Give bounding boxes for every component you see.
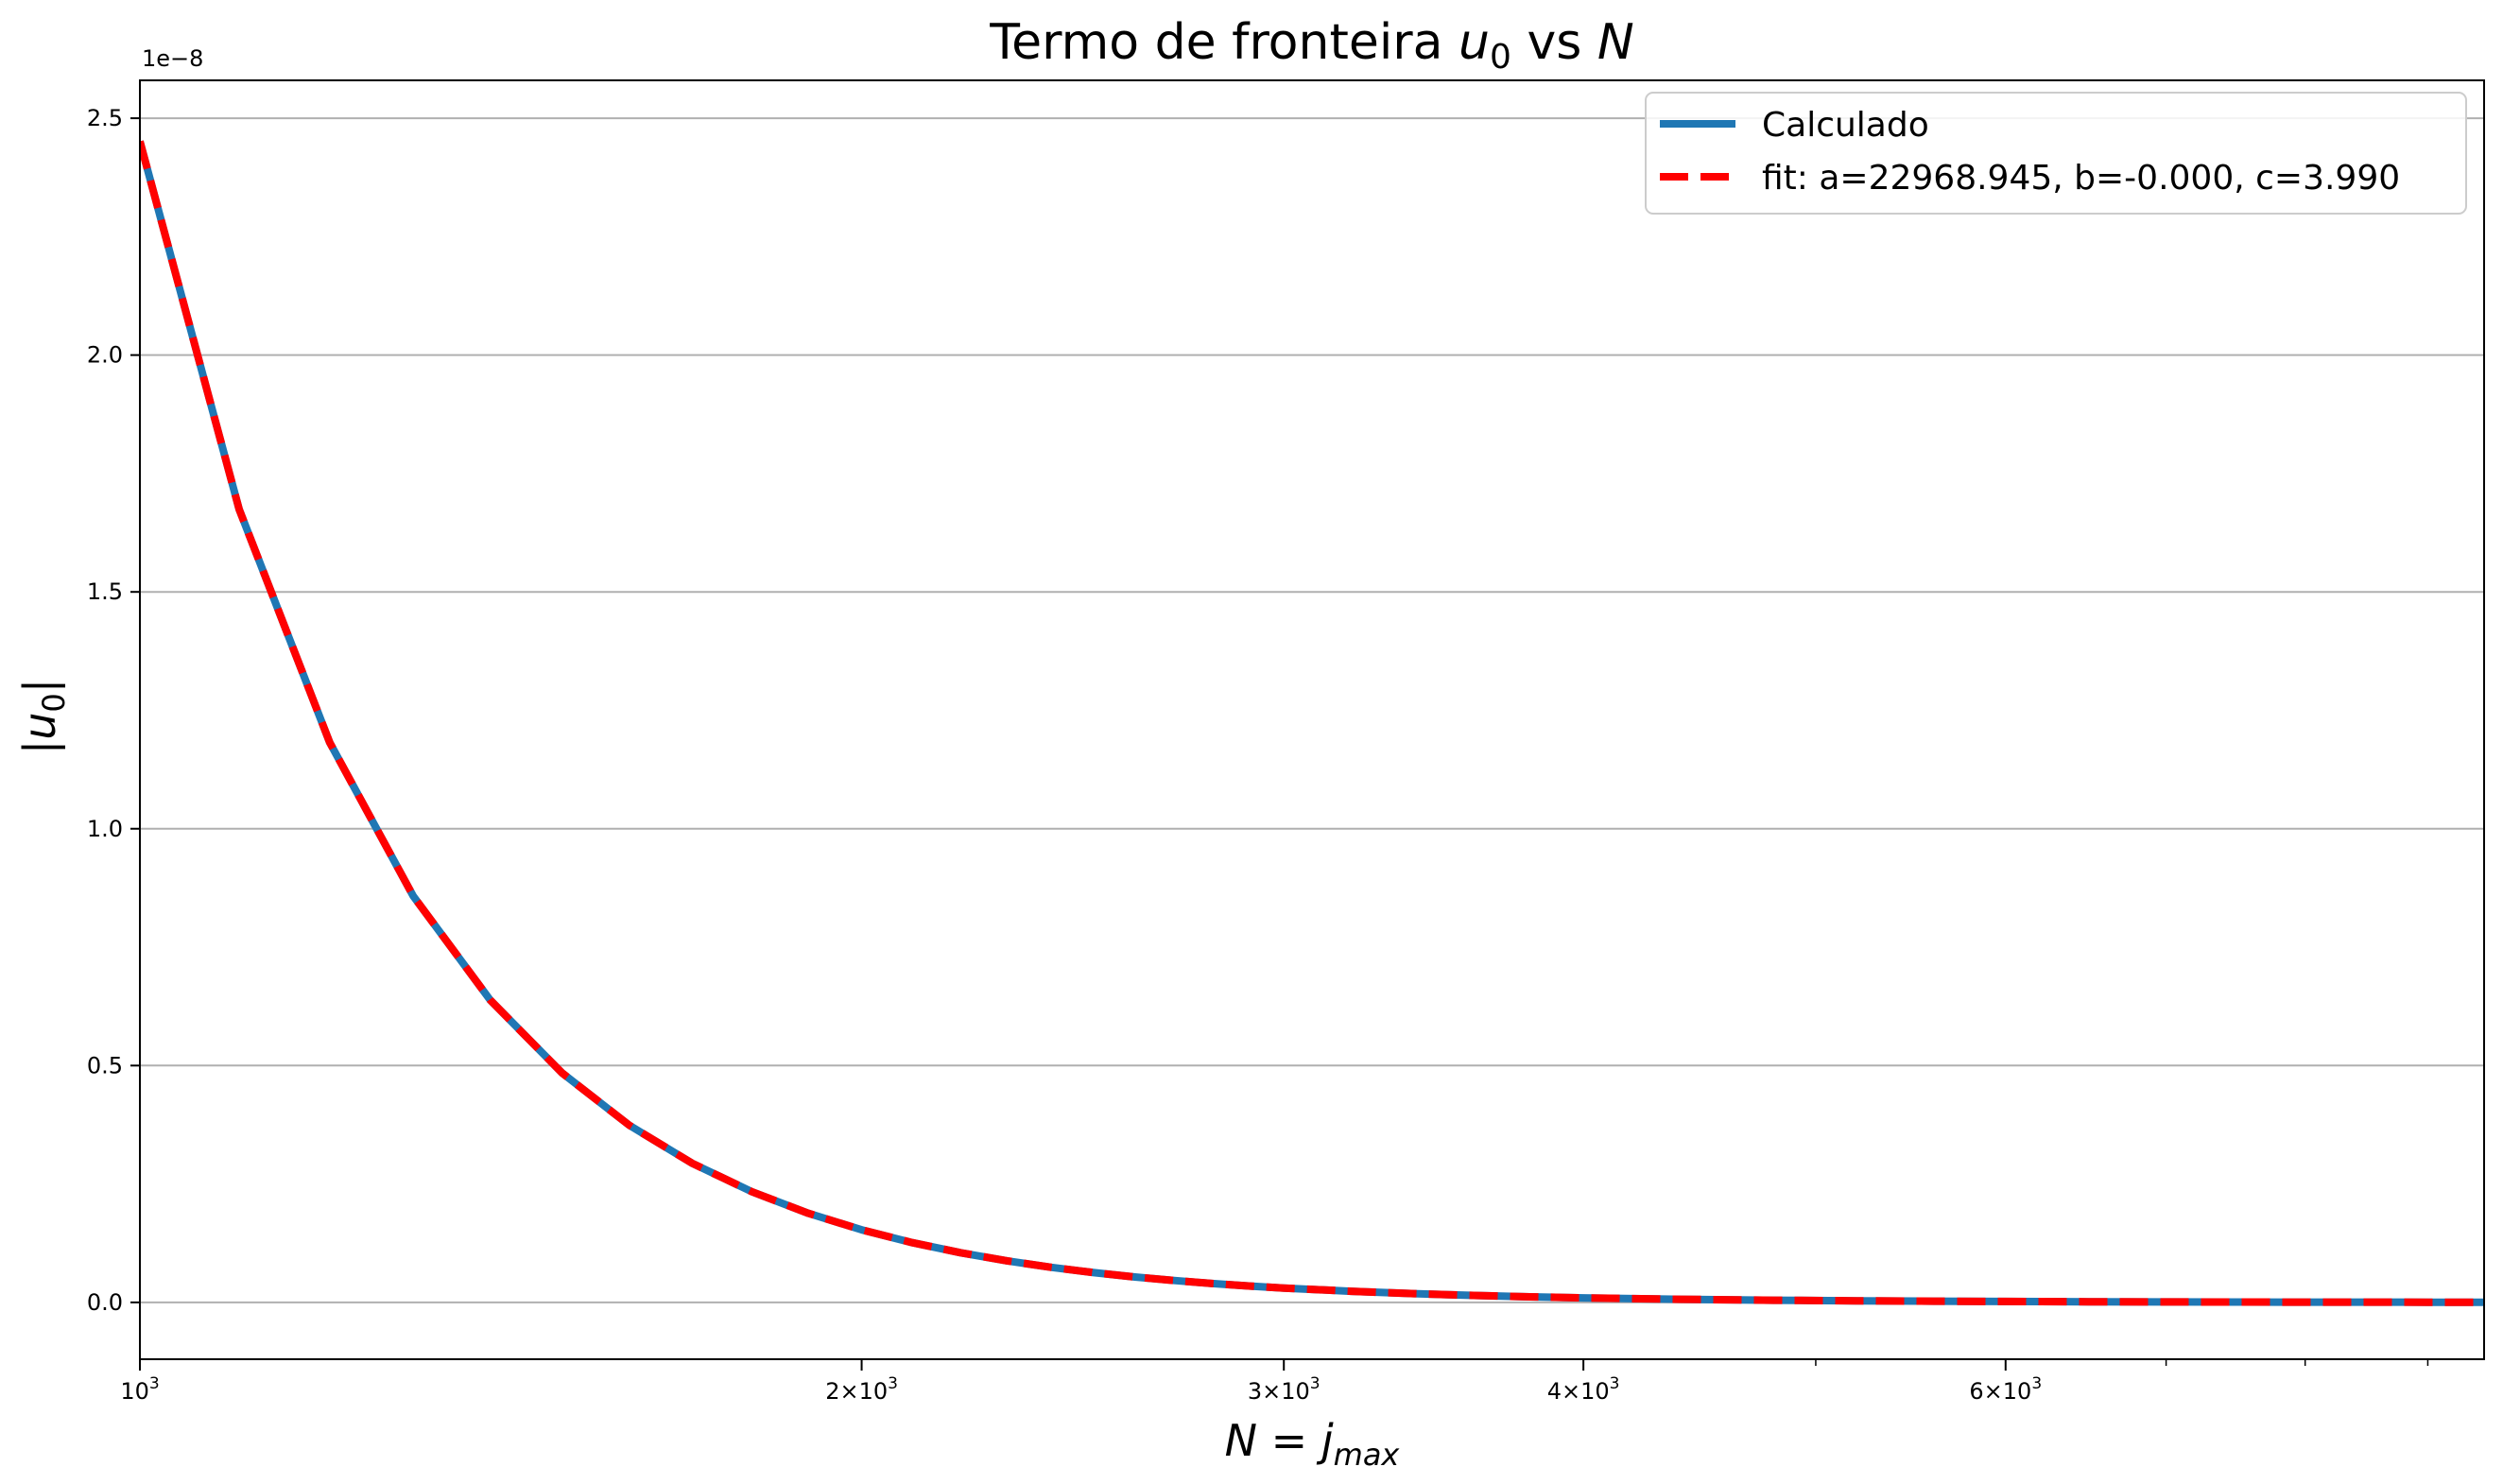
x-tick-exponent: 3 <box>1310 1374 1321 1393</box>
title-main: Termo de fronteira <box>989 14 1459 71</box>
x-tick-prefix: 2×10 <box>825 1378 888 1405</box>
y-tick-label: 1.5 <box>87 578 123 605</box>
y-tick-label: 0.0 <box>87 1289 123 1316</box>
y-offset-label: 1e−8 <box>142 45 203 72</box>
axes-frame <box>139 79 2485 1360</box>
x-axis-label: N = jmax <box>1225 1415 1401 1473</box>
ylabel-bar: | <box>14 740 66 755</box>
ylabel-bar2: | <box>14 679 66 694</box>
x-tick-exponent: 3 <box>1610 1374 1620 1393</box>
x-tick-label: 4×103 <box>1547 1374 1620 1405</box>
y-axis-ticks: 0.0 0.5 1.0 1.5 2.0 2.5 <box>87 105 140 1316</box>
title-mid: vs <box>1511 14 1597 71</box>
title-var: u <box>1459 14 1490 71</box>
y-axis-label: |u0| <box>14 679 72 755</box>
xlabel-sub: max <box>1334 1437 1401 1473</box>
legend-box <box>1645 92 2467 215</box>
y-tick-label: 1.0 <box>87 816 123 842</box>
x-tick-label: 103 <box>120 1374 159 1405</box>
x-tick-prefix: 3×10 <box>1248 1378 1310 1405</box>
ylabel-sub: 0 <box>36 693 72 712</box>
y-tick-label: 0.5 <box>87 1052 123 1078</box>
x-tick-label: 2×103 <box>825 1374 898 1405</box>
y-tick-label: 2.0 <box>87 342 123 369</box>
x-axis-ticks: 103 2×103 3×103 4×103 6×103 <box>120 1359 2429 1405</box>
x-tick-prefix: 6×10 <box>1969 1378 2031 1405</box>
plot-series <box>140 140 2484 1306</box>
series-line-1 <box>140 140 2484 1306</box>
x-tick-exponent: 3 <box>2031 1374 2042 1393</box>
ylabel-u: u <box>14 713 65 740</box>
x-tick-prefix: 4×10 <box>1547 1378 1610 1405</box>
legend-label-fit: fit: a=22968.945, b=-0.000, c=3.990 <box>1762 159 2400 198</box>
chart-title: Termo de fronteira u0 vs N <box>989 14 1634 77</box>
title-sub: 0 <box>1490 38 1511 77</box>
x-tick-prefix: 10 <box>120 1378 149 1405</box>
x-tick-exponent: 3 <box>149 1374 160 1393</box>
xlabel-n: N <box>1225 1415 1257 1466</box>
legend: Calculado fit: a=22968.945, b=-0.000, c=… <box>1645 92 2467 215</box>
xlabel-eq: = <box>1257 1415 1321 1466</box>
y-tick-label: 2.5 <box>87 105 123 131</box>
x-tick-label: 3×103 <box>1248 1374 1321 1405</box>
x-tick-exponent: 3 <box>888 1374 898 1393</box>
x-tick-label: 6×103 <box>1969 1374 2042 1405</box>
title-end: N <box>1597 14 1634 71</box>
legend-label-calculado: Calculado <box>1762 106 1929 145</box>
